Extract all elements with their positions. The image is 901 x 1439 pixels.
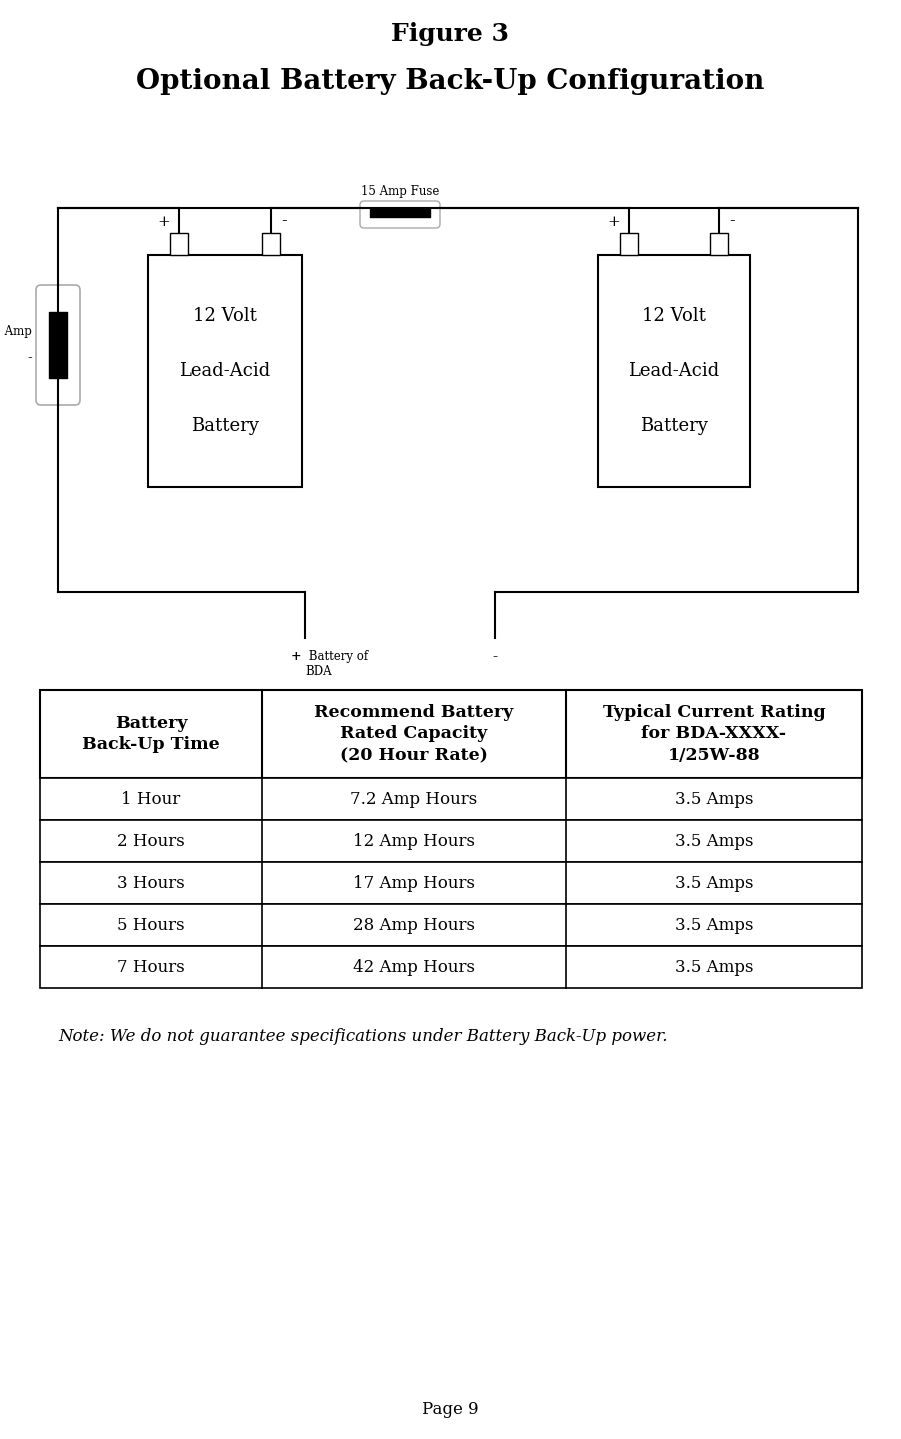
Text: +: + [607,214,621,229]
Text: 3.5 Amps: 3.5 Amps [675,875,753,892]
Text: Typical Current Rating
for BDA-XXXX-
1/25W-88: Typical Current Rating for BDA-XXXX- 1/2… [603,704,825,764]
Text: 1 Hour: 1 Hour [122,790,180,807]
Text: Lead-Acid: Lead-Acid [628,363,720,380]
Text: 2 Hours: 2 Hours [117,833,185,849]
Text: Lead-Acid: Lead-Acid [179,363,270,380]
Bar [40,689,862,778]
Text: 3.5 Amps: 3.5 Amps [675,833,753,849]
Text: 5 Hours: 5 Hours [117,917,185,934]
Text: 7.2 Amp Hours: 7.2 Amp Hours [350,790,478,807]
Bar [40,862,862,904]
Text: Battery
Back-Up Time: Battery Back-Up Time [82,715,220,753]
Bar [170,233,188,255]
Bar [40,778,862,820]
Bar [40,945,862,989]
Text: Battery: Battery [191,417,259,435]
Text: -: - [281,212,287,229]
Text: 12 Volt: 12 Volt [193,307,257,325]
Text: Battery: Battery [640,417,708,435]
Bar [710,233,728,255]
Text: 15 Amp: 15 Amp [0,325,32,338]
Text: -: - [493,650,497,663]
Bar [620,233,638,255]
FancyBboxPatch shape [360,201,440,227]
Text: 3.5 Amps: 3.5 Amps [675,790,753,807]
Bar [598,255,750,486]
Bar [148,255,302,486]
Text: 3.5 Amps: 3.5 Amps [675,917,753,934]
Text: 7 Hours: 7 Hours [117,958,185,976]
Text: 12 Volt: 12 Volt [642,307,706,325]
Bar [40,904,862,945]
Text: -: - [729,212,735,229]
Text: Note: We do not guarantee specifications under Battery Back-Up power.: Note: We do not guarantee specifications… [58,1027,668,1045]
Text: +: + [290,650,301,663]
Text: Figure 3: Figure 3 [391,22,509,46]
Text: 15 Amp Fuse: 15 Amp Fuse [360,186,439,199]
Text: 42 Amp Hours: 42 Amp Hours [353,958,475,976]
Text: Page 9: Page 9 [422,1402,478,1419]
Text: Optional Battery Back-Up Configuration: Optional Battery Back-Up Configuration [136,68,764,95]
Text: 17 Amp Hours: 17 Amp Hours [353,875,475,892]
Text: 28 Amp Hours: 28 Amp Hours [353,917,475,934]
FancyBboxPatch shape [36,285,80,404]
Text: -: - [27,351,32,366]
Text: 3 Hours: 3 Hours [117,875,185,892]
Text: 12 Amp Hours: 12 Amp Hours [353,833,475,849]
Text: Recommend Battery
Rated Capacity
(20 Hour Rate): Recommend Battery Rated Capacity (20 Hou… [314,704,514,764]
Bar [40,820,862,862]
Bar [262,233,280,255]
Text: +: + [158,214,170,229]
Text: 3.5 Amps: 3.5 Amps [675,958,753,976]
Text: Battery of
BDA: Battery of BDA [305,650,369,678]
